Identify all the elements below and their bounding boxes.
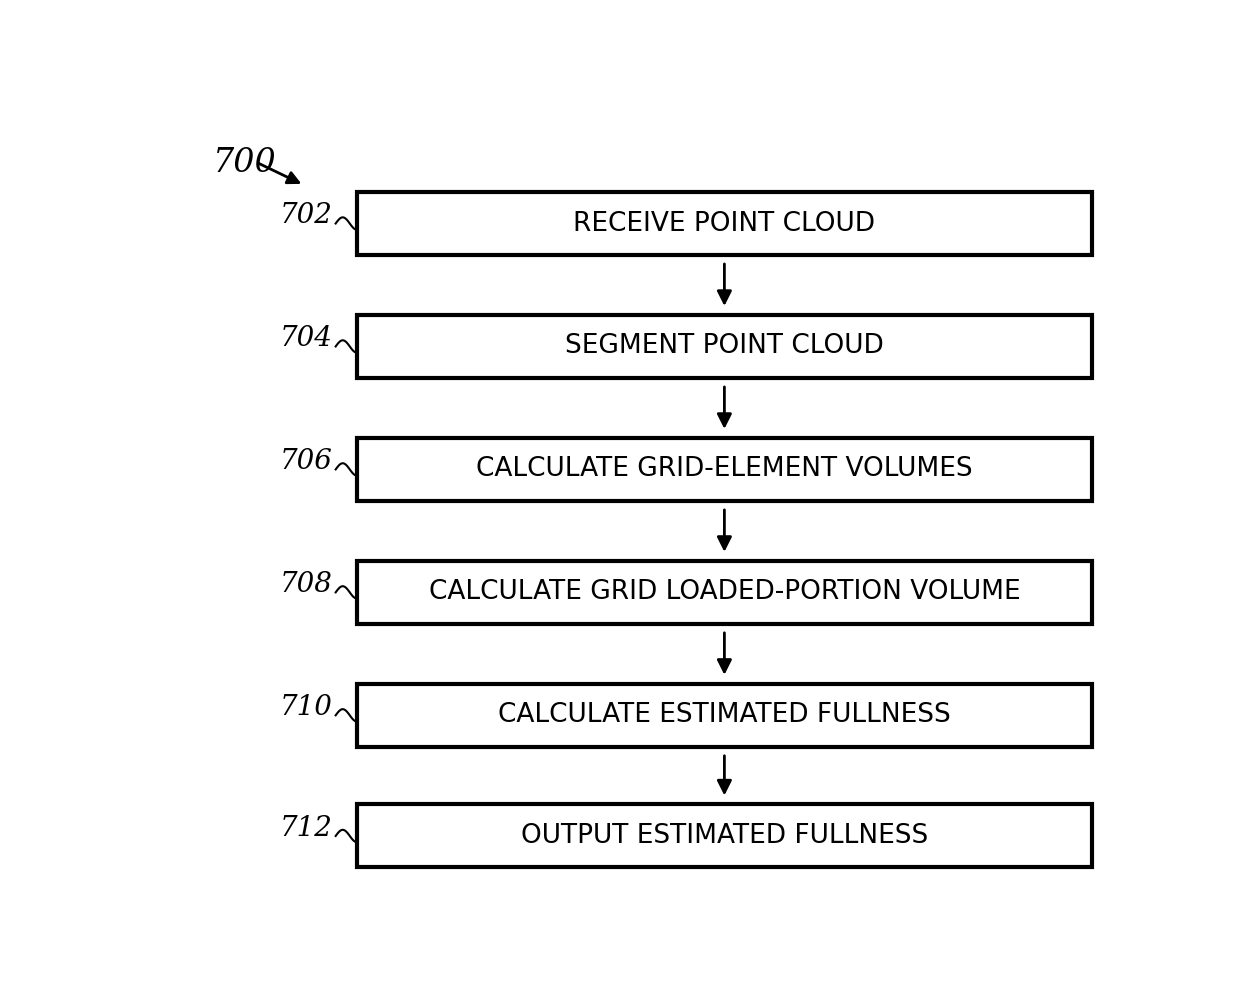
Bar xyxy=(357,315,1092,378)
Bar xyxy=(357,192,1092,255)
Text: 706: 706 xyxy=(280,448,332,475)
Bar xyxy=(357,561,1092,624)
Text: 704: 704 xyxy=(280,325,332,352)
Text: 712: 712 xyxy=(280,814,332,841)
Text: RECEIVE POINT CLOUD: RECEIVE POINT CLOUD xyxy=(573,211,875,237)
Text: SEGMENT POINT CLOUD: SEGMENT POINT CLOUD xyxy=(565,333,884,359)
Text: CALCULATE ESTIMATED FULLNESS: CALCULATE ESTIMATED FULLNESS xyxy=(498,703,951,729)
Text: 708: 708 xyxy=(280,571,332,598)
Bar xyxy=(357,438,1092,501)
Text: 702: 702 xyxy=(280,203,332,230)
Bar xyxy=(357,804,1092,867)
Bar xyxy=(357,684,1092,747)
Text: 700: 700 xyxy=(213,147,277,179)
Text: CALCULATE GRID-ELEMENT VOLUMES: CALCULATE GRID-ELEMENT VOLUMES xyxy=(476,456,972,482)
Text: CALCULATE GRID LOADED-PORTION VOLUME: CALCULATE GRID LOADED-PORTION VOLUME xyxy=(429,580,1021,606)
Text: OUTPUT ESTIMATED FULLNESS: OUTPUT ESTIMATED FULLNESS xyxy=(521,823,928,849)
Text: 710: 710 xyxy=(280,695,332,722)
